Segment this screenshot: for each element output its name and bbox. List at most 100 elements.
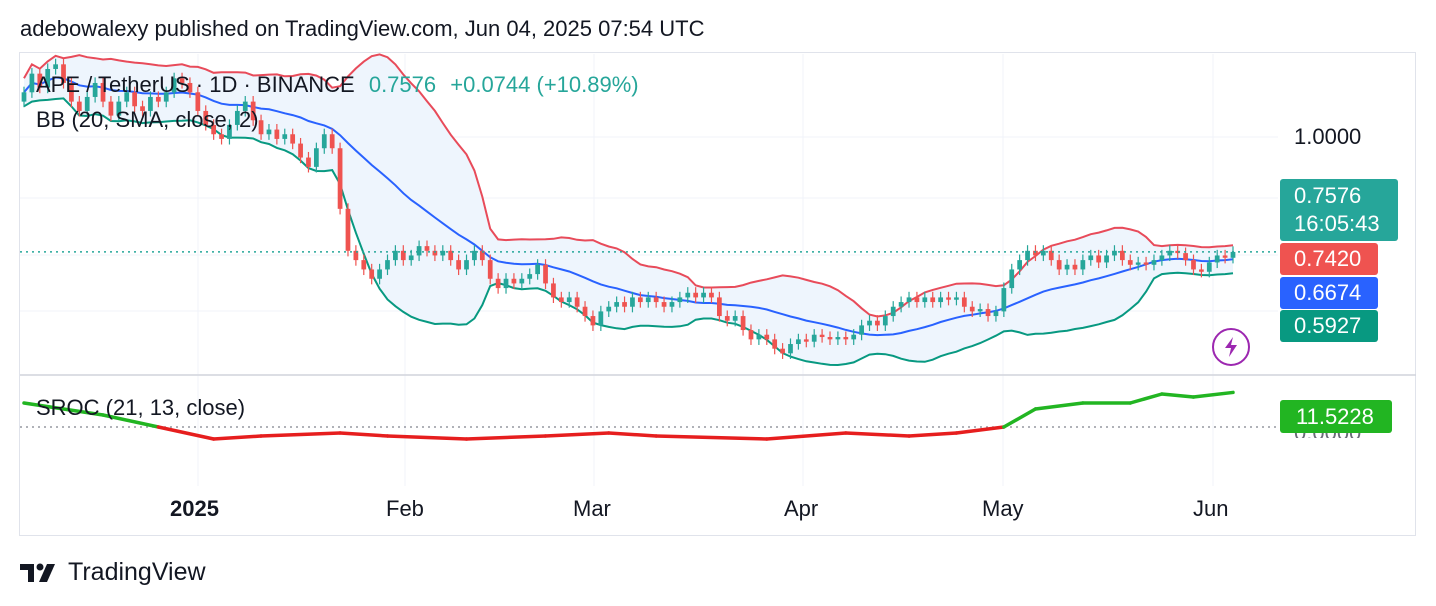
candle-body [598,311,604,326]
candle-body [1206,262,1212,272]
bb-upper-tag: 0.7420 [1280,243,1378,275]
candle-body [898,302,904,307]
candle-body [1001,288,1007,312]
sroc-segment [259,431,342,438]
candle-body [92,82,98,97]
candle-body [717,297,722,317]
candle-body [250,101,256,121]
candle-body [772,339,778,349]
candle-body [637,297,643,303]
alert-bolt-button[interactable] [1212,328,1250,366]
candle-body [685,292,691,298]
candle-body [875,320,880,326]
candle-body [1104,255,1109,263]
candle-body [116,101,122,116]
candle-body [1214,255,1220,263]
x-tick-2025: 2025 [170,496,219,521]
candle-body [811,334,817,342]
sroc-segment [338,431,390,438]
candle-body [37,73,43,88]
candle-body [1191,260,1196,270]
candle-body [890,306,896,317]
candle-body [677,297,683,303]
candle-body [780,348,785,354]
candle-body [1009,269,1015,289]
candle-body [985,309,991,317]
countdown-value: 16:05:43 [1294,211,1380,236]
candle-body [424,246,430,251]
candle-body [922,297,928,303]
sroc-segment [1191,390,1235,399]
candle-body [171,78,177,93]
candle-body [1017,260,1023,270]
candle-body [227,124,232,139]
candle-body [290,134,296,144]
sroc-segment [844,431,911,438]
candle-body [45,68,51,88]
footer-brand[interactable]: TradingView [20,558,206,587]
candle-body [946,297,951,300]
candle-body [527,274,533,279]
candle-body [337,148,343,209]
candle-body [400,250,406,261]
candle-body [282,134,288,139]
candle-body [298,143,303,158]
candle-body [819,334,825,338]
candle-body [803,339,809,342]
sroc-line [22,390,1235,441]
candle-body [1088,255,1094,261]
candle-body [851,334,857,340]
sroc-segment [101,413,161,429]
candle-body [969,306,975,312]
candle-body [1230,251,1236,258]
bb-lower-line [23,97,1234,367]
candle-body [574,297,580,307]
candle-body [203,110,209,125]
candle-body [535,264,540,275]
bb-upper-line [23,53,1234,318]
candle-body [511,278,517,284]
candle-body [69,82,74,102]
candle-body [1080,260,1086,270]
candle-body [132,92,137,107]
candle-body [1222,255,1228,258]
sroc-segment [156,425,216,441]
candle-body [345,208,351,251]
candle-body [29,73,35,93]
candle-body [1175,250,1181,254]
candle-body [519,278,525,284]
candle-body [440,250,446,256]
candle-body [353,250,359,261]
candle-body [630,297,635,307]
last-price-tag: 0.7576 16:05:43 [1280,179,1398,241]
candle-body [566,297,572,303]
candle-body [882,316,888,326]
candle-body [1183,253,1188,261]
lightning-icon [1225,337,1237,357]
candle-body [977,309,983,312]
sroc-segment [1160,392,1196,399]
candle-body [930,297,936,303]
candle-body [938,297,943,303]
candle-body [448,250,454,261]
candle-body [1025,250,1030,261]
candle-body [266,129,272,135]
candle-body [582,306,588,317]
sroc-segment [22,401,105,417]
sroc-segment [1033,401,1085,411]
candle-body [993,311,999,317]
candle-body [1096,255,1102,263]
candle-body [669,302,675,307]
candle-body [1135,262,1141,265]
sroc-segment [606,431,658,438]
bb-band-fill [24,54,1233,366]
candle-body [961,297,967,307]
candle-body [788,344,793,354]
candle-body [796,339,801,345]
tradingview-wordmark: TradingView [68,558,206,586]
candle-body [1199,269,1204,272]
candle-body [709,292,714,298]
candle-body [590,316,596,326]
bb-basis-line [23,76,1234,337]
